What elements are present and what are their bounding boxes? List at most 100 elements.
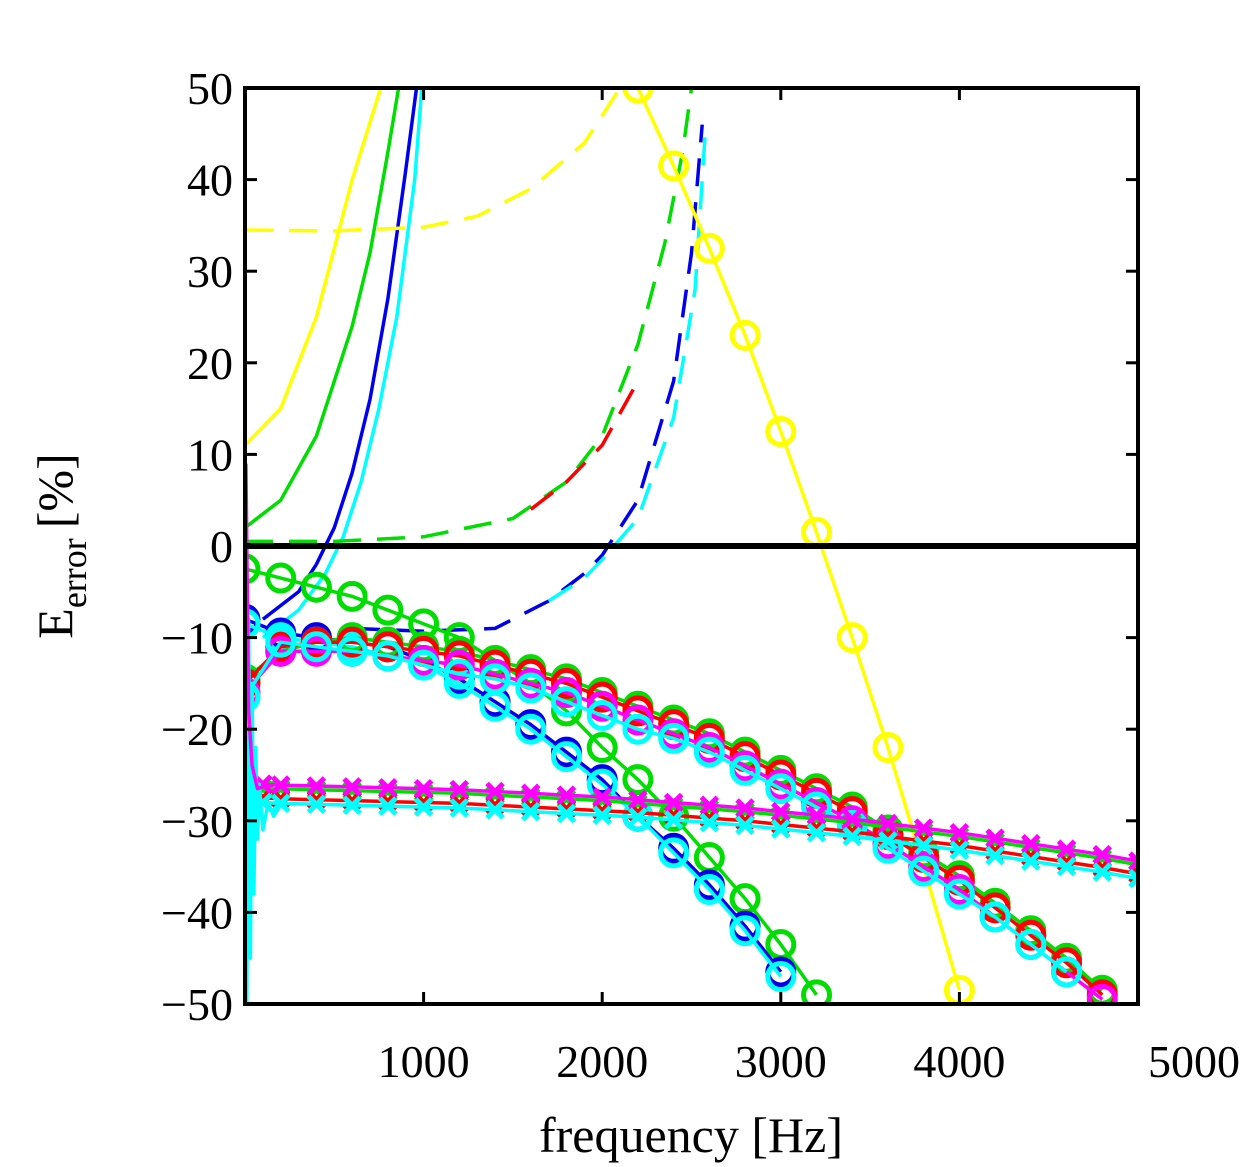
- data-point: [913, 835, 934, 856]
- data-point: [1051, 956, 1083, 988]
- data-point: [520, 783, 541, 804]
- series-3: [261, 88, 424, 639]
- y-tick-label: −20: [161, 704, 233, 755]
- data-point: [1021, 851, 1041, 871]
- y-tick-label: 10: [187, 429, 233, 480]
- data-point: [550, 677, 582, 709]
- series-line: [352, 124, 704, 633]
- data-point: [408, 649, 440, 681]
- data-point: [979, 901, 1011, 933]
- data-point: [658, 150, 690, 182]
- series-line: [245, 88, 401, 530]
- data-point: [245, 553, 261, 585]
- data-point: [1092, 844, 1113, 865]
- series-line: [245, 88, 622, 233]
- data-point: [913, 818, 934, 838]
- y-tick-label: −30: [161, 796, 233, 847]
- data-point: [1086, 983, 1118, 1004]
- data-point: [372, 631, 404, 663]
- data-point: [806, 822, 827, 843]
- series-line: [262, 800, 1138, 881]
- data-point: [306, 776, 327, 796]
- data-point: [270, 775, 291, 795]
- series-line: [245, 88, 383, 447]
- y-axis-label: Eerror [%]: [27, 453, 94, 638]
- data-point: [336, 626, 368, 658]
- y-axis-label-subscript: error: [54, 538, 94, 608]
- data-point: [300, 631, 332, 663]
- series-6: [529, 380, 640, 511]
- series-line: [262, 782, 1138, 863]
- data-point: [586, 690, 618, 722]
- data-point: [265, 635, 297, 667]
- data-point: [985, 828, 1005, 848]
- data-point: [586, 732, 618, 764]
- y-tick-label: −40: [161, 887, 233, 938]
- series-line: [245, 649, 1104, 1001]
- series-line: [547, 124, 708, 603]
- data-point: [443, 658, 475, 690]
- data-point: [515, 713, 547, 745]
- data-point: [449, 798, 470, 818]
- series-16: [245, 626, 1083, 988]
- data-point: [765, 416, 797, 447]
- data-point: [413, 778, 434, 799]
- data-point: [556, 803, 577, 824]
- series-9: [622, 88, 975, 1004]
- data-point: [485, 781, 505, 802]
- series-line: [529, 380, 640, 511]
- data-point: [842, 826, 863, 847]
- data-point: [485, 800, 505, 820]
- series-line: [636, 88, 962, 991]
- data-point: [872, 732, 904, 764]
- data-point: [836, 622, 868, 654]
- data-point: [556, 785, 577, 805]
- x-tick-label: 2000: [556, 1036, 648, 1087]
- data-point: [693, 874, 725, 905]
- data-point: [622, 88, 654, 104]
- data-point: [413, 797, 434, 817]
- y-tick-label: 20: [187, 338, 233, 389]
- data-point: [550, 667, 582, 699]
- data-point: [1128, 868, 1138, 889]
- data-point: [658, 722, 690, 754]
- data-point: [943, 878, 975, 910]
- data-point: [622, 704, 654, 736]
- data-point: [342, 795, 362, 815]
- data-point: [520, 801, 541, 822]
- data-point: [622, 713, 654, 745]
- data-point: [949, 840, 970, 860]
- data-point: [806, 805, 827, 826]
- data-point: [908, 855, 940, 887]
- data-point: [729, 915, 761, 947]
- data-point: [765, 773, 797, 805]
- data-point: [735, 815, 755, 836]
- series-line: [245, 617, 283, 1004]
- data-point: [550, 741, 582, 773]
- data-point: [699, 812, 720, 833]
- y-tick-label: 0: [210, 521, 233, 572]
- series-8: [547, 124, 708, 603]
- data-point: [729, 319, 761, 351]
- data-point: [336, 635, 368, 667]
- data-point: [663, 810, 684, 830]
- series-0: [245, 88, 383, 447]
- data-point: [378, 796, 398, 816]
- data-point: [306, 794, 327, 815]
- data-point: [336, 580, 368, 612]
- data-point: [245, 667, 261, 699]
- series-15: [245, 635, 1118, 1004]
- x-tick-label: 5000: [1148, 1036, 1240, 1087]
- data-point: [265, 562, 297, 594]
- data-point: [443, 649, 475, 681]
- data-point: [878, 813, 898, 834]
- data-point: [842, 809, 863, 829]
- data-point: [265, 626, 297, 658]
- data-point: [586, 699, 618, 731]
- series-layer: [245, 88, 1138, 1004]
- data-point: [1015, 928, 1047, 960]
- data-point: [622, 764, 654, 796]
- data-point: [449, 779, 470, 800]
- data-point: [628, 789, 648, 810]
